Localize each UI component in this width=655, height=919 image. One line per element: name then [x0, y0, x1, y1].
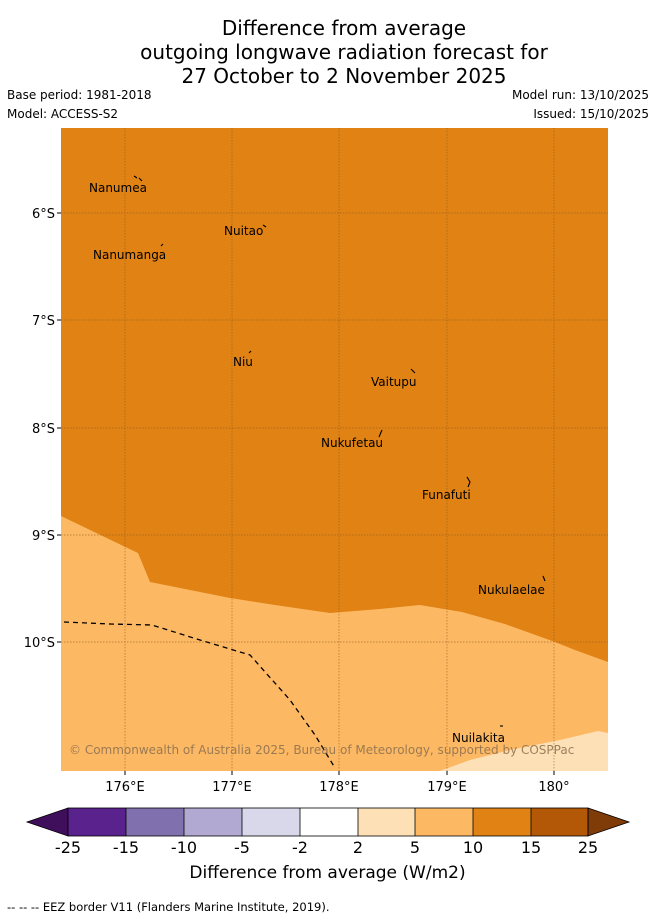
niu-island: [248, 350, 252, 354]
title-line-1: Difference from average: [221, 16, 467, 40]
latitude-ticks: [57, 212, 61, 643]
lat-label-7s: 7°S: [32, 314, 55, 329]
colorbar-outline: [67, 807, 589, 837]
latitude-labels: 6°S 7°S 8°S 9°S 10°S: [24, 207, 55, 651]
title-line-3: 27 October to 2 November 2025: [181, 64, 507, 88]
nukulaelae-island: [542, 575, 546, 582]
longitude-labels: 176°E 177°E 178°E 179°E 180°: [105, 780, 569, 795]
lon-label-176e: 176°E: [105, 780, 145, 795]
colorbar-tick-label: 15: [521, 838, 541, 857]
lon-label-178e: 178°E: [319, 780, 359, 795]
lon-label-179e: 179°E: [427, 780, 467, 795]
colorbar-segment-6: [358, 808, 415, 836]
island-label-nanumanga: Nanumanga: [93, 248, 166, 262]
island-label-nuilakita: Nuilakita: [452, 731, 505, 745]
colorbar-tick-label: -25: [55, 838, 81, 857]
island-label-vaitupu: Vaitupu: [371, 375, 417, 389]
colorbar-segment-1: [68, 808, 126, 836]
colorbar-extend-low: [25, 807, 69, 837]
contour-10-15: [61, 128, 608, 662]
colorbar-tick-label: -2: [292, 838, 308, 857]
island-label-nukulaelae: Nukulaelae: [478, 583, 545, 597]
colorbar-segment-2: [126, 808, 184, 836]
colorbar: -25 -15 -10 -5 -2 2 5 10 15 25: [25, 807, 631, 857]
colorbar-dividers: [125, 808, 532, 836]
longitude-ticks: [124, 771, 555, 775]
colorbar-segment-4: [242, 808, 300, 836]
island-label-nuitao: Nuitao: [224, 224, 263, 238]
chart-title: Difference from average outgoing longwav…: [0, 16, 655, 88]
lon-label-177e: 177°E: [212, 780, 252, 795]
island-shapes: [133, 175, 546, 727]
colorbar-tick-label: 5: [410, 838, 420, 857]
model-run: Model run: 13/10/2025: [511, 88, 649, 102]
contour-2-5: [440, 731, 608, 771]
island-label-funafuti: Funafuti: [422, 488, 471, 502]
nanumanga-island: [160, 243, 164, 247]
issued-date: Issued: 15/10/2025: [533, 107, 649, 121]
anomaly-map[interactable]: Nanumea Nuitao Nanumanga Niu Vaitupu Nuk…: [0, 0, 655, 800]
lat-label-6s: 6°S: [32, 207, 55, 222]
colorbar-segment-8: [473, 808, 531, 836]
nuitao-island: [262, 224, 267, 228]
colorbar-tick-labels: -25 -15 -10 -5 -2 2 5 10 15 25: [55, 838, 598, 857]
colorbar-tick-label: 2: [353, 838, 363, 857]
island-label-nukufetau: Nukufetau: [321, 436, 383, 450]
eez-border: [63, 621, 336, 769]
lat-label-10s: 10°S: [24, 636, 55, 651]
nanumea-island: [133, 175, 143, 182]
colorbar-segment-9: [531, 808, 588, 836]
model-name: Model: ACCESS-S2: [7, 107, 119, 121]
colorbar-tick-label: 25: [578, 838, 598, 857]
copyright-text: © Commonwealth of Australia 2025, Bureau…: [69, 743, 574, 757]
nukufetau-island: [378, 429, 383, 438]
title-line-2: outgoing longwave radiation forecast for: [140, 40, 548, 64]
base-period: Base period: 1981-2018: [7, 88, 152, 102]
colorbar-segment-7: [415, 808, 473, 836]
vaitupu-island: [410, 368, 416, 374]
lat-label-9s: 9°S: [32, 529, 55, 544]
lat-label-8s: 8°S: [32, 422, 55, 437]
colorbar-segment-5: [300, 808, 358, 836]
island-label-niu: Niu: [233, 355, 253, 369]
colorbar-tick-label: -15: [113, 838, 139, 857]
island-label-nanumea: Nanumea: [89, 181, 147, 195]
colorbar-tick-label: -5: [234, 838, 250, 857]
gridlines: [61, 128, 608, 771]
funafuti-island: [466, 476, 471, 488]
colorbar-title: Difference from average (W/m2): [189, 863, 466, 883]
colorbar-segment-3: [184, 808, 242, 836]
colorbar-extend-high: [587, 807, 631, 837]
colorbar-tick-label: -10: [171, 838, 197, 857]
eez-legend-note: -- -- -- EEZ border V11 (Flanders Marine…: [7, 900, 330, 914]
colorbar-tick-label: 10: [463, 838, 483, 857]
lon-label-180: 180°: [538, 780, 569, 795]
island-labels: Nanumea Nuitao Nanumanga Niu Vaitupu Nuk…: [89, 181, 545, 745]
